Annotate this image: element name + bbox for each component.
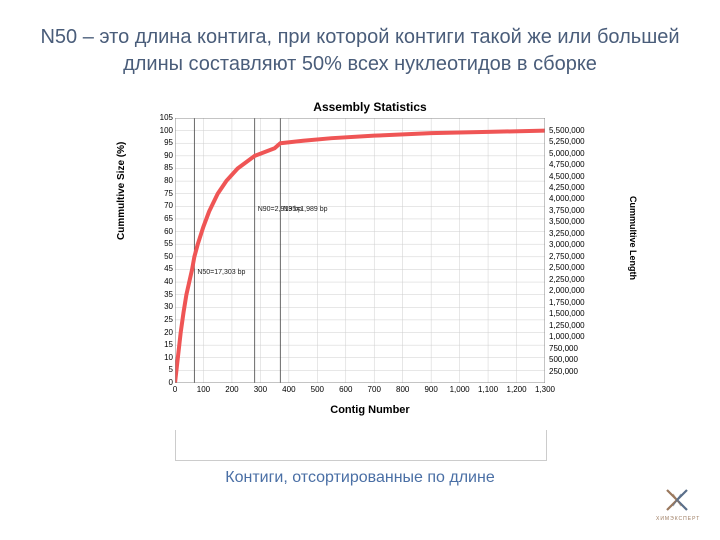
y-left-tick: 65 [143,214,173,223]
y-right-tick: 4,250,000 [549,183,599,192]
page-title: N50 – это длина контига, при которой кон… [0,24,720,78]
y-left-tick: 35 [143,290,173,299]
y-left-tick: 30 [143,302,173,311]
y-right-tick: 2,750,000 [549,252,599,261]
x-tick: 1,000 [450,385,470,394]
y-right-tick: 1,750,000 [549,298,599,307]
x-axis-label: Contig Number [120,404,620,416]
y-left-tick: 90 [143,151,173,160]
x-tick: 500 [311,385,324,394]
y-right-tick: 5,000,000 [549,149,599,158]
x-tick: 700 [368,385,381,394]
y-right-tick: 3,250,000 [549,229,599,238]
y-axis-left-label: Cummultive Size (%) [116,142,127,240]
y-right-tick: 3,000,000 [549,240,599,249]
x-tick: 300 [254,385,267,394]
marker-label: N50=17,303 bp [197,269,245,276]
y-left-tick: 60 [143,227,173,236]
x-tick: 400 [282,385,295,394]
y-right-tick: 250,000 [549,367,599,376]
y-left-tick: 75 [143,189,173,198]
logo: ХИМЭКСПЕРТ [656,486,698,522]
x-tick: 900 [424,385,437,394]
assembly-statistics-chart: Assembly Statistics Cummultive Size (%) … [120,100,620,430]
marker-label: N95=1,989 bp [283,206,327,213]
y-right-tick: 3,500,000 [549,217,599,226]
x-tick: 200 [225,385,238,394]
x-tick: 1,100 [478,385,498,394]
y-right-tick: 2,000,000 [549,286,599,295]
y-left-tick: 100 [143,126,173,135]
y-left-tick: 80 [143,176,173,185]
y-right-tick: 5,500,000 [549,126,599,135]
y-right-tick: 1,500,000 [549,309,599,318]
x-tick: 800 [396,385,409,394]
x-tick: 600 [339,385,352,394]
y-right-tick: 500,000 [549,355,599,364]
y-left-tick: 70 [143,201,173,210]
y-left-tick: 10 [143,353,173,362]
y-right-tick: 4,000,000 [549,194,599,203]
y-right-tick: 4,750,000 [549,160,599,169]
y-left-tick: 20 [143,328,173,337]
y-left-tick: 105 [143,113,173,122]
y-right-tick: 1,000,000 [549,332,599,341]
sub-panel [175,430,547,461]
plot-area [175,118,545,383]
y-left-tick: 50 [143,252,173,261]
x-tick: 1,300 [535,385,555,394]
y-left-tick: 25 [143,315,173,324]
y-right-tick: 2,500,000 [549,263,599,272]
y-right-tick: 4,500,000 [549,172,599,181]
y-left-tick: 15 [143,340,173,349]
y-axis-right-label: Cummultive Length [628,196,638,280]
y-right-tick: 3,750,000 [549,206,599,215]
y-right-tick: 750,000 [549,344,599,353]
y-right-tick: 2,250,000 [549,275,599,284]
x-tick: 0 [173,385,177,394]
x-tick: 100 [197,385,210,394]
y-left-tick: 40 [143,277,173,286]
y-left-tick: 55 [143,239,173,248]
x-tick: 1,200 [507,385,527,394]
logo-icon [663,486,691,514]
chart-title: Assembly Statistics [120,100,620,114]
logo-text: ХИМЭКСПЕРТ [656,516,698,522]
y-right-tick: 1,250,000 [549,321,599,330]
subtitle: Контиги, отсортированные по длине [0,468,720,487]
y-left-tick: 95 [143,138,173,147]
y-left-tick: 5 [143,365,173,374]
y-right-tick: 5,250,000 [549,137,599,146]
y-left-tick: 45 [143,264,173,273]
y-left-tick: 85 [143,163,173,172]
y-left-tick: 0 [143,378,173,387]
